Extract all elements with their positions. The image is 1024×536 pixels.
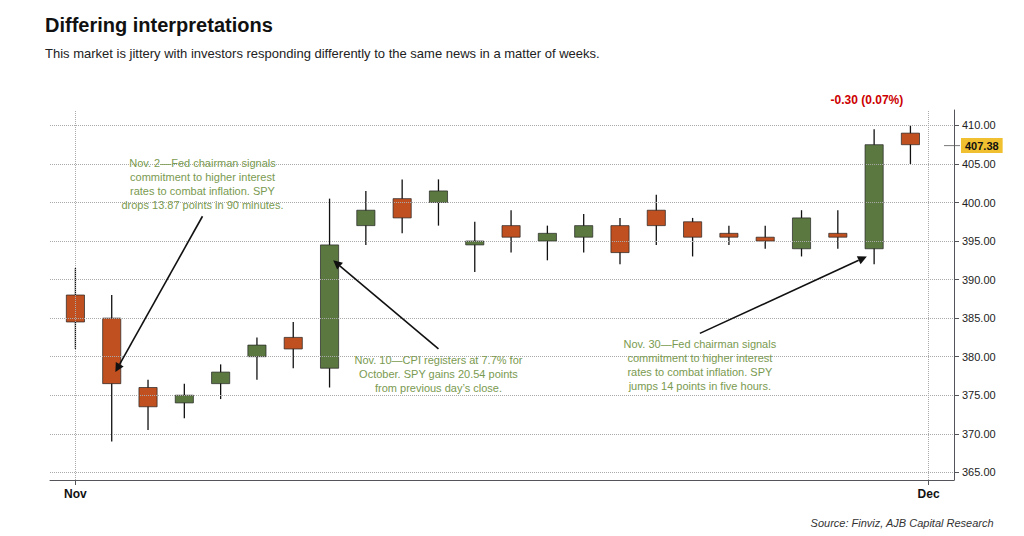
svg-text:407.38: 407.38: [965, 140, 999, 152]
svg-text:This market is jittery with in: This market is jittery with investors re…: [45, 46, 600, 61]
svg-text:385.00: 385.00: [962, 312, 996, 324]
svg-text:375.00: 375.00: [962, 389, 996, 401]
svg-text:380.00: 380.00: [962, 351, 996, 363]
svg-text:rates to combat inflation. SPY: rates to combat inflation. SPY: [130, 185, 276, 197]
svg-text:Differing interpretations: Differing interpretations: [45, 14, 273, 36]
svg-text:Nov. 10—CPI registers at 7.7%: Nov. 10—CPI registers at 7.7% for: [355, 354, 523, 366]
svg-text:jumps 14 points in five hours.: jumps 14 points in five hours.: [628, 380, 771, 392]
svg-text:-0.30 (0.07%): -0.30 (0.07%): [831, 93, 904, 107]
svg-text:Dec: Dec: [918, 487, 940, 501]
svg-text:405.00: 405.00: [962, 158, 996, 170]
svg-text:395.00: 395.00: [962, 235, 996, 247]
svg-text:Nov. 30—Fed chairman signals: Nov. 30—Fed chairman signals: [624, 338, 777, 350]
svg-text:Source: Finviz, AJB Capital Re: Source: Finviz, AJB Capital Research: [811, 517, 994, 529]
svg-text:commitment to higher interest: commitment to higher interest: [627, 352, 772, 364]
svg-text:Nov: Nov: [64, 487, 87, 501]
svg-text:410.00: 410.00: [962, 119, 996, 131]
svg-text:Nov. 2—Fed chairman signals: Nov. 2—Fed chairman signals: [129, 157, 276, 169]
svg-text:365.00: 365.00: [962, 466, 996, 478]
svg-text:October. SPY gains 20.54 point: October. SPY gains 20.54 points: [359, 368, 518, 380]
svg-text:390.00: 390.00: [962, 274, 996, 286]
svg-text:drops 13.87 points in 90 minut: drops 13.87 points in 90 minutes.: [121, 199, 283, 211]
svg-text:370.00: 370.00: [962, 428, 996, 440]
svg-text:rates to combat inflation. SPY: rates to combat inflation. SPY: [627, 366, 773, 378]
svg-text:from previous day’s close.: from previous day’s close.: [375, 382, 502, 394]
svg-text:400.00: 400.00: [962, 197, 996, 209]
svg-text:commitment to higher interest: commitment to higher interest: [130, 171, 275, 183]
